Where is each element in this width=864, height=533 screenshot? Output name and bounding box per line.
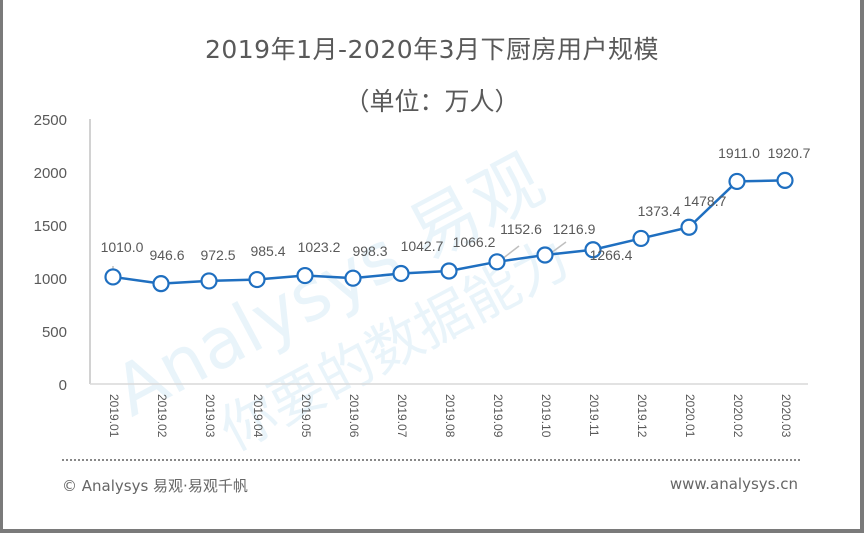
y-tick-label: 2000 <box>34 165 67 182</box>
x-tick-label: 2019.08 <box>443 394 457 438</box>
x-tick-label: 2019.07 <box>395 394 409 438</box>
data-point-marker <box>344 269 362 287</box>
data-point-marker <box>488 253 506 271</box>
line-chart: 0 500 1000 1500 2000 2500 2019.01 2019.02 2019.0… <box>34 112 811 438</box>
x-tick-label: 2019.02 <box>155 394 169 438</box>
data-label: 1042.7 <box>401 238 444 254</box>
x-tick-label: 2019.09 <box>491 394 505 438</box>
data-label: 1478.7 <box>684 193 727 209</box>
x-tick-label: 2019.06 <box>347 394 361 438</box>
data-point-marker <box>392 264 410 283</box>
y-tick-label: 1000 <box>34 271 67 288</box>
data-label: 1023.2 <box>298 239 341 255</box>
y-tick-label: 500 <box>42 324 67 341</box>
data-point-marker <box>776 171 794 190</box>
x-tick-label: 2020.01 <box>683 394 697 438</box>
data-point-marker <box>200 272 218 290</box>
data-label: 1216.9 <box>553 221 596 237</box>
footer-divider <box>62 459 800 461</box>
data-label: 1266.4 <box>590 247 633 263</box>
data-label: 1920.7 <box>768 145 811 161</box>
chart-title: 2019年1月-2020年3月下厨房用户规模 <box>204 35 660 64</box>
data-point-marker <box>296 266 314 285</box>
x-tick-label: 2019.11 <box>587 394 601 437</box>
data-point-marker <box>152 275 170 293</box>
chart-subtitle: （单位：万人） <box>344 87 520 116</box>
y-tick-label: 2500 <box>34 112 67 129</box>
x-tick-label: 2019.03 <box>203 394 217 438</box>
data-label: 1373.4 <box>638 203 681 219</box>
x-tick-label: 2019.04 <box>251 394 265 438</box>
data-point-marker <box>104 268 122 286</box>
data-label: 985.4 <box>250 243 285 259</box>
data-label: 1010.0 <box>101 239 144 255</box>
x-tick-label: 2020.03 <box>779 394 793 438</box>
data-point-marker <box>632 229 650 248</box>
y-tick-label: 0 <box>59 377 67 394</box>
website-link[interactable]: www.analysys.cn <box>669 475 798 493</box>
data-label: 998.3 <box>352 243 387 259</box>
data-label: 946.6 <box>149 247 184 263</box>
data-label: 972.5 <box>200 247 235 263</box>
data-label: 1911.0 <box>718 145 760 161</box>
data-point-marker <box>584 241 602 259</box>
y-tick-label: 1500 <box>34 218 67 235</box>
data-point-marker <box>680 218 698 236</box>
data-label: 1152.6 <box>500 221 542 237</box>
data-point-marker <box>536 246 554 264</box>
data-point-marker <box>248 270 266 289</box>
data-point-marker <box>728 172 746 191</box>
x-tick-label: 2019.05 <box>299 394 313 438</box>
x-tick-label: 2019.12 <box>635 394 649 438</box>
x-tick-label: 2019.10 <box>539 394 553 438</box>
copyright-text: © Analysys 易观·易观千帆 <box>62 477 248 495</box>
data-point-marker <box>440 262 458 280</box>
data-label: 1066.2 <box>453 234 496 250</box>
x-tick-label: 2019.01 <box>107 394 121 438</box>
x-tick-label: 2020.02 <box>731 394 745 438</box>
